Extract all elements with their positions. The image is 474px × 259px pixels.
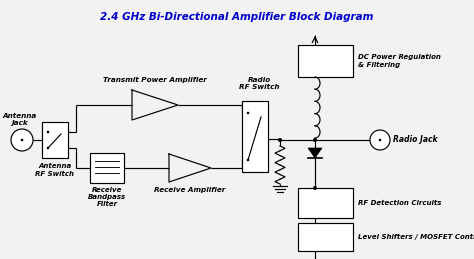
Circle shape [313,138,317,142]
Circle shape [313,186,317,190]
Circle shape [278,138,282,142]
Text: RF Detection Circuits: RF Detection Circuits [358,200,441,206]
Text: DC Power Regulation
& Filtering: DC Power Regulation & Filtering [358,54,441,68]
Text: Transmit Power Amplifier: Transmit Power Amplifier [103,77,207,83]
Circle shape [246,112,249,114]
Bar [298,188,353,218]
Circle shape [246,159,249,161]
Circle shape [11,129,33,151]
Polygon shape [308,148,322,158]
Text: Receive Amplifier: Receive Amplifier [155,187,226,193]
Text: Radio Jack: Radio Jack [393,135,438,145]
Bar [298,45,353,77]
Bar [242,101,268,172]
Text: Antenna
RF Switch: Antenna RF Switch [36,163,74,177]
Text: Radio
RF Switch: Radio RF Switch [239,76,279,90]
Circle shape [370,130,390,150]
Text: Antenna
Jack: Antenna Jack [3,112,37,126]
Circle shape [47,131,49,133]
Bar [298,223,353,251]
Text: 2.4 GHz Bi-Directional Amplifier Block Diagram: 2.4 GHz Bi-Directional Amplifier Block D… [100,12,374,22]
Circle shape [21,139,23,141]
Text: Level Shifters / MOSFET Contro.: Level Shifters / MOSFET Contro. [358,234,474,240]
Circle shape [47,147,49,149]
Bar [42,122,68,158]
Circle shape [379,139,381,141]
Bar [90,153,124,183]
Text: Receive
Bandpass
Filter: Receive Bandpass Filter [88,186,126,207]
